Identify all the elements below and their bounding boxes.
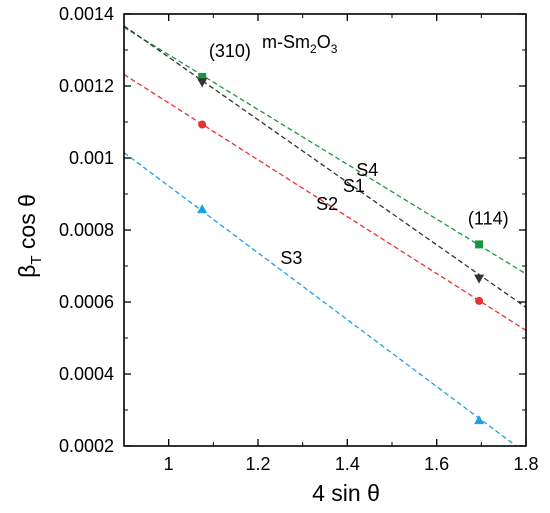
- marker-s4-2: [475, 240, 484, 249]
- fit-lines: [123, 25, 527, 447]
- annotation-s4: S4: [356, 160, 378, 180]
- x-axis-title: 4 sin θ: [312, 480, 380, 506]
- y-tick-label: 0.0002: [59, 436, 114, 456]
- marker-s1-1: [197, 78, 208, 88]
- title-sub-1: 2: [310, 42, 317, 56]
- marker-s3-1: [197, 204, 208, 214]
- y-tick-label: 0.001: [69, 148, 114, 168]
- y-tick-label: 0.0004: [59, 364, 114, 384]
- marker-s1-2: [474, 274, 485, 284]
- y-tick-label: 0.0008: [59, 220, 114, 240]
- x-tick-label: 1.6: [424, 454, 449, 474]
- x-tick-label: 1.2: [245, 454, 270, 474]
- marker-s3-2: [474, 415, 485, 425]
- fit-line-s4: [123, 26, 527, 275]
- title-mid: O: [317, 32, 331, 52]
- fit-line-s3: [123, 152, 517, 447]
- x-tick-label: 1.8: [513, 454, 538, 474]
- y-axis-title: βT cos θ: [14, 194, 45, 278]
- data-markers: [197, 73, 485, 425]
- x-tick-label: 1.4: [335, 454, 360, 474]
- annotation-s3: S3: [280, 248, 302, 268]
- axis-ticks: [123, 13, 527, 447]
- y-axis-title-beta: β: [14, 265, 40, 278]
- chart-title: m-Sm2O3: [262, 32, 338, 56]
- y-axis-title-tail: cos θ: [14, 194, 40, 255]
- title-base: m-Sm: [262, 32, 310, 52]
- marker-s2-2: [475, 296, 484, 305]
- plot-frame: [123, 13, 527, 447]
- tick-labels: 1 1.2 1.4 1.6 1.8 0.0002 0.0004 0.0006 0.0008 0.0…: [59, 4, 539, 474]
- x-tick-label: 1: [164, 454, 174, 474]
- annotation-s2: S2: [316, 194, 338, 214]
- y-tick-label: 0.0012: [59, 76, 114, 96]
- y-tick-label: 0.0014: [59, 4, 114, 24]
- y-axis-title-sub: T: [28, 255, 45, 264]
- marker-s2-1: [198, 120, 207, 129]
- y-tick-label: 0.0006: [59, 292, 114, 312]
- annotation-310: (310): [209, 41, 251, 61]
- marker-s4-1: [198, 73, 207, 81]
- annotation-s1: S1: [343, 176, 365, 196]
- annotation-114: (114): [468, 209, 509, 229]
- fit-line-s1: [123, 25, 527, 308]
- title-sub-2: 3: [331, 42, 338, 56]
